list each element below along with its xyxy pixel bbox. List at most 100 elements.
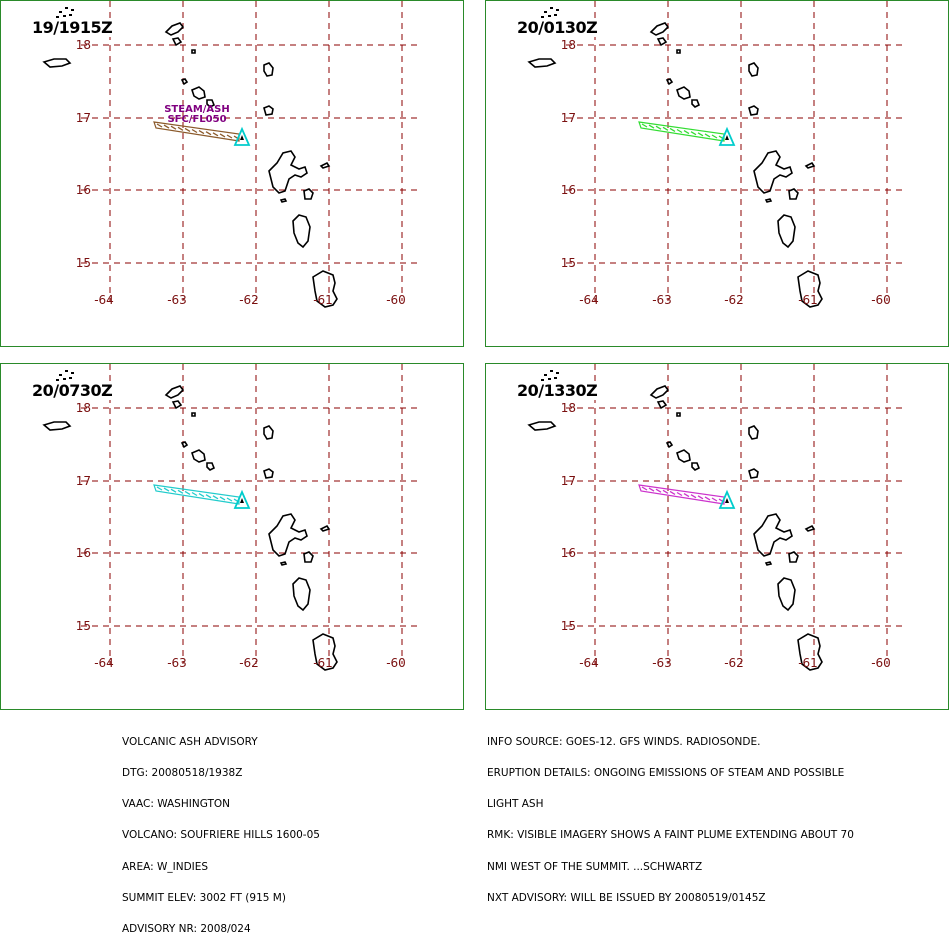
latitude-label: 15: [561, 256, 576, 270]
plume-hatch: [676, 128, 683, 134]
plume-hatch: [655, 488, 662, 493]
longitude-label: -60: [386, 293, 406, 307]
island-coastline: [691, 462, 701, 471]
island-coastline: [42, 58, 72, 68]
island-coastline: [676, 49, 681, 54]
advisory-line: INFO SOURCE: GOES-12. GFS WINDS. RADIOSO…: [487, 735, 761, 748]
island-coastline: [527, 421, 557, 431]
island-coastline: [797, 633, 823, 671]
plume-hatch: [212, 132, 219, 137]
advisory-line: VAAC: WASHINGTON: [122, 798, 230, 811]
island-coastline: [748, 425, 759, 440]
island-coastline: [550, 370, 553, 372]
island-coastline: [665, 441, 674, 449]
map-canvas-1: 18 17 16 15 -64 -63 -62 -61 -60 STEAM/ASHSFC/FL05…: [42, 1, 421, 308]
island-coastline: [748, 62, 759, 77]
advisory-line: SUMMIT ELEV: 3002 FT (915 M): [122, 891, 286, 904]
island-coastline: [544, 11, 547, 13]
longitude-label: -64: [579, 656, 599, 670]
plume-hatch: [170, 488, 177, 493]
longitude-label: -64: [579, 293, 599, 307]
island-coastline: [180, 78, 189, 86]
plume-hatch: [648, 124, 655, 129]
ash-plume: [153, 484, 240, 505]
island-coastline: [777, 577, 796, 612]
island-coastline: [71, 9, 74, 11]
island-coastline: [171, 37, 183, 47]
island-coastline: [748, 105, 759, 116]
island-coastline: [556, 372, 559, 374]
advisory-text-right: INFO SOURCE: GOES-12. GFS WINDS. RADIOSO…: [487, 716, 854, 914]
island-coastline: [56, 16, 59, 18]
island-coastline: [656, 400, 668, 410]
plume-hatch: [641, 486, 648, 491]
plume-hatch: [191, 128, 198, 134]
island-coastline: [206, 462, 216, 471]
plume-hatch: [184, 127, 191, 132]
island-coastline: [764, 561, 773, 566]
island-coastline: [63, 15, 66, 17]
advisory-line: VOLCANIC ASH ADVISORY: [122, 735, 258, 748]
plume-hatch: [170, 125, 177, 130]
plume-hatch: [669, 127, 676, 132]
island-coastline: [753, 513, 793, 557]
island-coastline: [656, 37, 668, 47]
island-coastline: [180, 441, 189, 449]
plume-hatch: [205, 494, 212, 499]
island-coastline: [665, 78, 674, 86]
island-coastline: [263, 425, 274, 440]
island-coastline: [65, 370, 68, 372]
island-coastline: [263, 468, 274, 479]
island-coastline: [312, 633, 338, 671]
island-coastline: [206, 99, 216, 108]
plume-hatch: [648, 487, 655, 492]
latitude-label: 16: [561, 183, 576, 197]
plume-hatch: [198, 130, 205, 135]
island-coastline: [71, 372, 74, 374]
panel-time-label: 20/0730Z: [30, 381, 115, 400]
map-canvas-3: 18 17 16 15 -64 -63 -62 -61 -60: [42, 364, 421, 671]
island-coastline: [554, 14, 557, 16]
island-coastline: [268, 513, 308, 557]
latitude-label: 15: [76, 256, 91, 270]
island-coastline: [554, 377, 557, 379]
ash-plume: [638, 121, 725, 142]
latitude-label: 15: [561, 619, 576, 633]
latitude-label: 18: [561, 38, 576, 52]
island-coastline: [191, 412, 196, 417]
plume-hatch: [163, 124, 170, 129]
plume-outline: [638, 484, 725, 505]
longitude-label: -64: [94, 293, 114, 307]
plume-hatch: [662, 489, 669, 494]
advisory-line: NXT ADVISORY: WILL BE ISSUED BY 20080519…: [487, 891, 766, 904]
island-coastline: [65, 7, 68, 9]
latitude-label: 16: [76, 546, 91, 560]
island-coastline: [63, 378, 66, 380]
latitude-label: 16: [561, 546, 576, 560]
advisory-line: AREA: W_INDIES: [122, 860, 209, 873]
advisory-line: LIGHT ASH: [487, 798, 544, 811]
plume-hatch: [711, 134, 718, 139]
latitude-label: 17: [76, 111, 91, 125]
latitude-label: 15: [76, 619, 91, 633]
plume-hatch: [655, 125, 662, 130]
volcano-marker: [718, 489, 736, 509]
island-coastline: [279, 198, 288, 203]
latitude-label: 17: [561, 474, 576, 488]
plume-hatch: [226, 134, 233, 139]
map-panel-3: 18 17 16 15 -64 -63 -62 -61 -60 20/0730Z: [0, 363, 464, 710]
plume-hatch: [205, 131, 212, 136]
longitude-label: -63: [167, 656, 187, 670]
island-coastline: [548, 15, 551, 17]
island-coastline: [748, 468, 759, 479]
plume-hatch: [226, 497, 233, 502]
plume-hatch: [156, 486, 163, 491]
advisory-line: DTG: 20080518/1938Z: [122, 767, 243, 780]
longitude-label: -61: [798, 656, 818, 670]
island-coastline: [788, 551, 799, 563]
advisory-line: NMI WEST OF THE SUMMIT. ...SCHWARTZ: [487, 860, 703, 873]
map-canvas-4: 18 17 16 15 -64 -63 -62 -61 -60: [527, 364, 906, 671]
island-coastline: [164, 385, 185, 399]
island-coastline: [556, 9, 559, 11]
island-coastline: [268, 150, 308, 194]
